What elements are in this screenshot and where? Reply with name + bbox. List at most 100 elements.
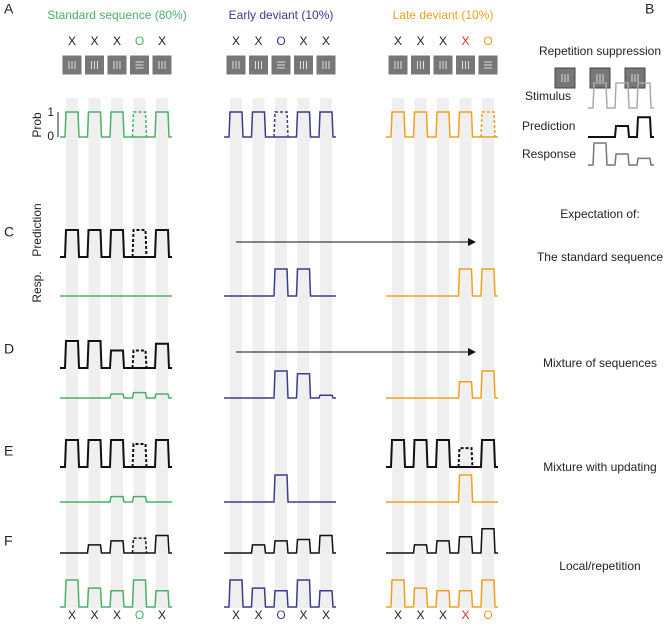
symbol: X <box>254 608 262 622</box>
symbol: X <box>254 34 262 48</box>
trace <box>224 370 336 399</box>
symbol: X <box>461 608 469 622</box>
trace <box>224 579 336 608</box>
tick-label: 0 <box>47 129 54 143</box>
symbol: X <box>68 608 76 622</box>
panel-label: E <box>4 443 13 459</box>
stripe <box>66 98 78 608</box>
symbol: X <box>90 34 98 48</box>
trace <box>588 142 654 166</box>
symbol: X <box>158 34 166 48</box>
trace <box>224 534 336 554</box>
stripe <box>459 98 472 608</box>
trace-dashed <box>131 537 148 554</box>
trace-dashed <box>131 443 148 468</box>
stripe <box>252 98 265 608</box>
symbol: X <box>461 34 469 48</box>
trace-dashed <box>131 111 148 138</box>
stripe <box>482 98 494 608</box>
symbol: O <box>483 608 492 622</box>
symbol: X <box>68 34 76 48</box>
symbol: X <box>322 608 330 622</box>
trace <box>224 268 336 297</box>
trace-dashed <box>457 447 474 468</box>
panel-label: B <box>645 1 654 17</box>
stripe <box>88 98 101 608</box>
condition-title: Late deviant (10%) <box>393 8 494 22</box>
trace <box>60 111 172 138</box>
symbol: X <box>299 608 307 622</box>
symbol: X <box>232 34 240 48</box>
stripe <box>437 98 449 608</box>
tick-label: 1 <box>47 105 54 119</box>
stripe <box>275 98 287 608</box>
symbol: X <box>416 34 424 48</box>
trace <box>386 527 498 554</box>
trace <box>386 439 498 468</box>
trace <box>386 579 498 608</box>
condition-title: Standard sequence (80%) <box>47 8 186 22</box>
expectation-row: Local/repetition <box>559 559 640 573</box>
trace <box>588 116 654 138</box>
stripe <box>111 98 123 608</box>
symbol: X <box>416 608 424 622</box>
trace-dashed <box>273 111 289 138</box>
expectation-row: Mixture of sequences <box>543 356 657 370</box>
panel-label: D <box>4 341 14 357</box>
trace <box>60 340 172 369</box>
symbol: X <box>232 608 240 622</box>
stripe <box>414 98 427 608</box>
trace <box>60 391 172 399</box>
stripe <box>320 98 332 608</box>
stripe <box>230 98 242 608</box>
trace-dashed <box>131 229 148 258</box>
symbol: X <box>394 608 402 622</box>
symbol: O <box>135 608 144 622</box>
expectation-title: Expectation of: <box>560 207 639 221</box>
trace <box>224 111 336 138</box>
legend-item: Response <box>522 147 576 161</box>
symbol: O <box>135 34 144 48</box>
stripe <box>392 98 404 608</box>
legend-item: Prediction <box>522 119 575 133</box>
trace <box>386 474 498 503</box>
panel-label: F <box>4 533 13 549</box>
trace <box>386 268 498 297</box>
expectation-row: Mixture with updating <box>543 460 656 474</box>
trace-dashed <box>480 111 496 138</box>
legend-item: Stimulus <box>525 89 571 103</box>
trace <box>60 439 172 468</box>
stripe <box>133 98 146 608</box>
trace <box>60 534 172 554</box>
condition-title: Early deviant (10%) <box>229 8 334 22</box>
symbol: X <box>158 608 166 622</box>
axis-label: Prediction <box>30 203 44 256</box>
panel-label: A <box>4 1 14 17</box>
stripe <box>156 98 168 608</box>
legend-title: Repetition suppression <box>539 44 661 58</box>
symbol: X <box>439 608 447 622</box>
trace <box>60 579 172 608</box>
symbol: O <box>276 34 285 48</box>
symbol: X <box>394 34 402 48</box>
trace <box>224 474 336 503</box>
trace <box>386 370 498 399</box>
symbol: O <box>483 34 492 48</box>
symbol: X <box>439 34 447 48</box>
stripe <box>297 98 310 608</box>
axis-label: Resp. <box>30 271 44 302</box>
axis-label: Prob <box>30 112 44 138</box>
expectation-row: The standard sequence <box>537 250 663 264</box>
panel-label: C <box>4 224 14 240</box>
symbol: X <box>113 608 121 622</box>
trace <box>60 229 172 258</box>
symbol: X <box>90 608 98 622</box>
symbol: O <box>276 608 285 622</box>
symbol: X <box>322 34 330 48</box>
symbol: X <box>113 34 121 48</box>
trace <box>588 82 654 109</box>
symbol: X <box>299 34 307 48</box>
trace <box>60 495 172 503</box>
stripes <box>66 98 494 608</box>
